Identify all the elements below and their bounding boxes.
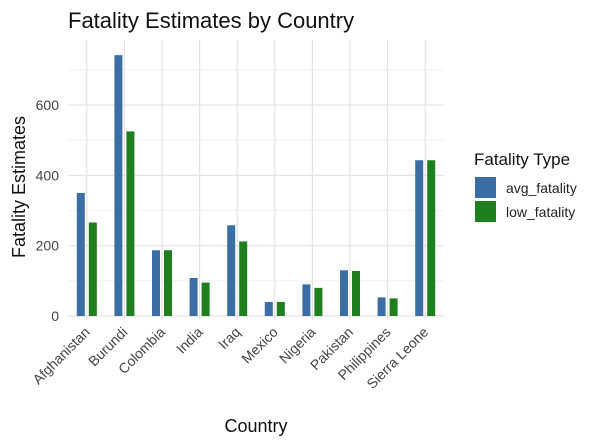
x-axis-title: Country (224, 416, 287, 436)
y-tick-label: 200 (36, 238, 60, 254)
bar-low-fatality-iraq (239, 241, 248, 316)
bar-avg-fatality-india (189, 278, 198, 316)
bar-low-fatality-colombia (164, 250, 172, 316)
bar-low-fatality-india (201, 282, 210, 316)
y-axis-ticks: 0 200 400 600 (36, 97, 60, 324)
bar-low-fatality-burundi (126, 131, 135, 316)
bar-low-fatality-mexico (276, 301, 285, 316)
bar-avg-fatality-iraq (227, 225, 236, 316)
legend-swatch-avg-fatality (475, 177, 496, 198)
bar-avg-fatality-burundi (114, 55, 123, 317)
bar-avg-fatality-pakistan (340, 270, 348, 316)
y-tick-label: 400 (36, 167, 60, 183)
y-tick-label: 600 (36, 97, 60, 113)
chart-title: Fatality Estimates by Country (68, 8, 354, 33)
x-tick-label-india: India (173, 324, 206, 357)
legend: Fatality Type avg_fatality low_fatality (474, 150, 577, 222)
x-tick-label-mexico: Mexico (238, 324, 281, 367)
bar-low-fatality-sierra-leone (427, 160, 436, 316)
y-tick-label: 0 (51, 308, 59, 324)
x-tick-label-afghanistan: Afghanistan (29, 324, 93, 388)
bar-avg-fatality-afghanistan (76, 192, 85, 316)
bar-avg-fatality-philippines (377, 297, 386, 316)
legend-swatch-low-fatality (475, 201, 496, 222)
bar-low-fatality-afghanistan (88, 222, 97, 316)
bar-avg-fatality-nigeria (302, 284, 311, 316)
legend-label-avg-fatality: avg_fatality (506, 180, 577, 196)
x-tick-label-iraq: Iraq (215, 324, 243, 352)
legend-label-low-fatality: low_fatality (506, 204, 575, 220)
bar-avg-fatality-sierra-leone (415, 160, 424, 316)
legend-title: Fatality Type (474, 150, 570, 169)
bar-avg-fatality-colombia (152, 250, 160, 316)
y-axis-title: Fatality Estimates (9, 116, 29, 258)
bar-avg-fatality-mexico (264, 301, 273, 316)
bars (76, 55, 436, 317)
bar-low-fatality-nigeria (314, 287, 323, 316)
grid (68, 40, 444, 320)
bar-low-fatality-pakistan (352, 270, 360, 316)
bar-low-fatality-philippines (389, 298, 398, 316)
